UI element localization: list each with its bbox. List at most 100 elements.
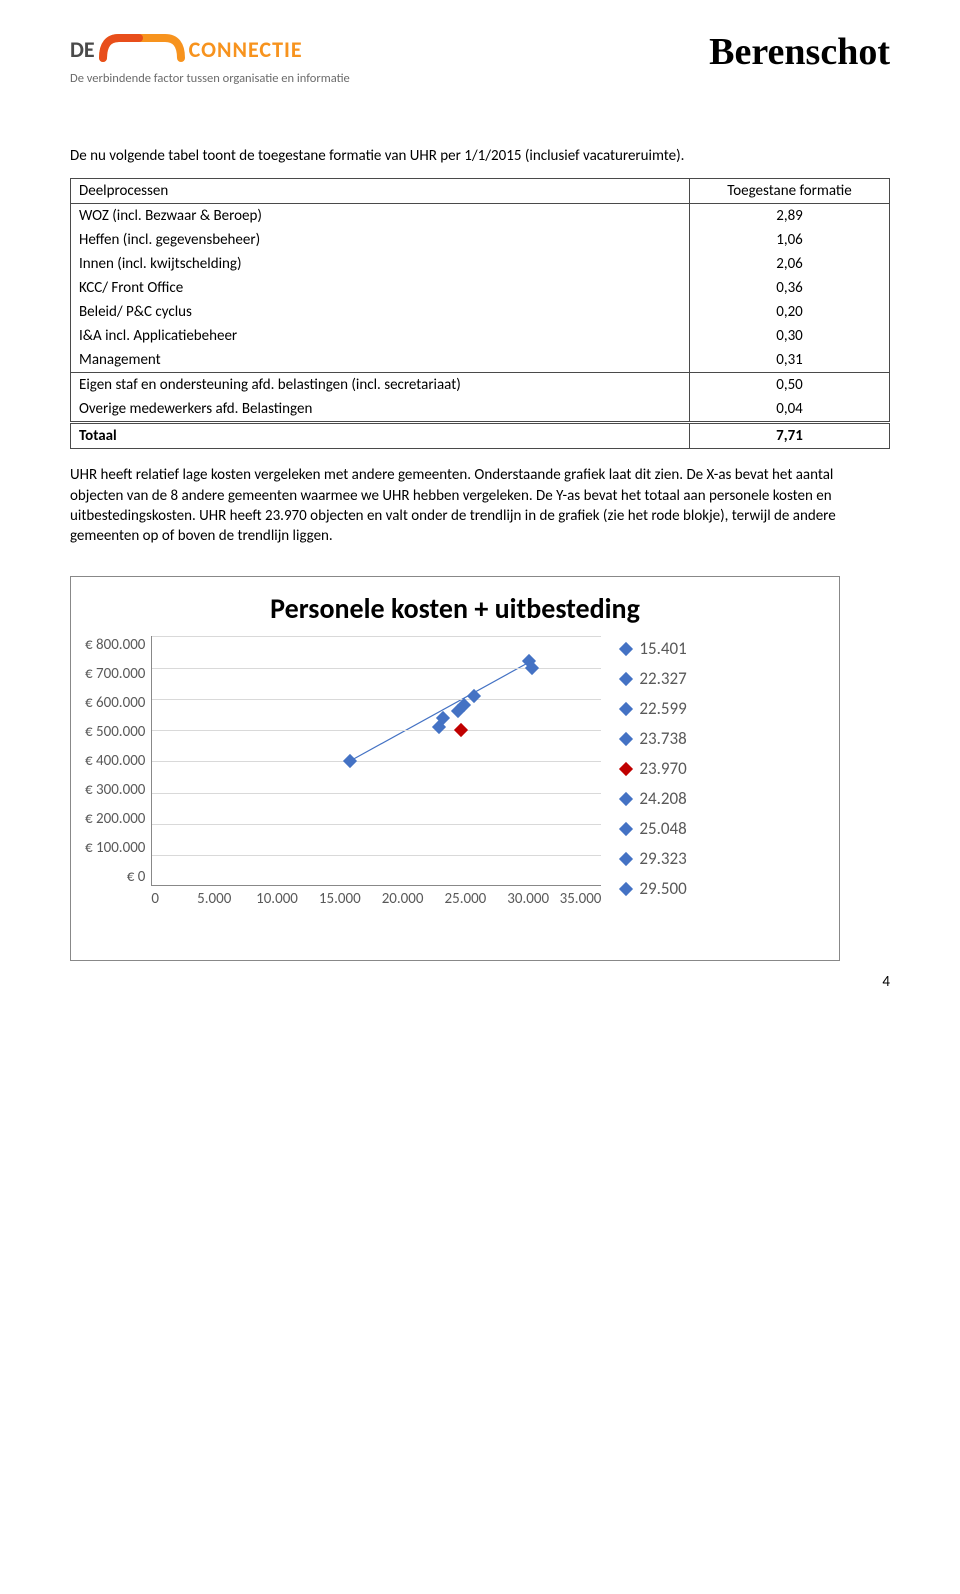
table-row: Beleid/ P&C cyclus0,20 (71, 300, 890, 324)
formatie-table: Deelprocessen Toegestane formatie WOZ (i… (70, 178, 890, 449)
row-label: Beleid/ P&C cyclus (71, 300, 690, 324)
table-row: Innen (incl. kwijtschelding)2,06 (71, 252, 890, 276)
y-tick-label: € 100.000 (85, 839, 145, 857)
scatter-plot (151, 636, 601, 886)
legend-label: 25.048 (639, 818, 686, 839)
legend-item: 23.738 (621, 728, 686, 749)
legend-marker-icon (619, 762, 633, 776)
y-tick-label: € 500.000 (85, 723, 145, 741)
table-row: Management0,31 (71, 348, 890, 373)
gridline (152, 730, 601, 731)
legend-label: 22.599 (639, 698, 686, 719)
intro-paragraph: De nu volgende tabel toont de toegestane… (70, 146, 890, 166)
y-tick-label: € 200.000 (85, 810, 145, 828)
logo-ang-connectie: DE CONNECTIE De verbindende factor tusse… (70, 30, 350, 86)
logo-berenschot: Berenschot (709, 30, 890, 74)
legend-marker-icon (619, 882, 633, 896)
legend-item: 15.401 (621, 638, 686, 659)
table-total-row: Totaal 7,71 (71, 423, 890, 449)
legend-label: 23.738 (639, 728, 686, 749)
x-tick-label: 30.000 (497, 890, 560, 908)
legend-label: 29.323 (639, 848, 686, 869)
legend-label: 29.500 (639, 878, 686, 899)
col1-header: Deelprocessen (71, 179, 690, 204)
gridline (152, 793, 601, 794)
legend-marker-icon (619, 822, 633, 836)
chart-title: Personele kosten + uitbesteding (85, 591, 825, 626)
legend-item: 29.323 (621, 848, 686, 869)
row-label: KCC/ Front Office (71, 276, 690, 300)
x-tick-label: 25.000 (434, 890, 497, 908)
table-row: Eigen staf en ondersteuning afd. belasti… (71, 373, 890, 398)
legend-label: 23.970 (639, 758, 686, 779)
row-label: Overige medewerkers afd. Belastingen (71, 397, 690, 423)
table-row: Heffen (incl. gegevensbeheer)1,06 (71, 228, 890, 252)
y-tick-label: € 800.000 (85, 636, 145, 654)
x-tick-label: 35.000 (560, 890, 602, 908)
row-label: Management (71, 348, 690, 373)
chart-legend: 15.401 22.327 22.599 23.738 23.970 24.208 25.0… (621, 636, 686, 908)
table-row: Overige medewerkers afd. Belastingen0,04 (71, 397, 890, 423)
logo-connectie-text: CONNECTIE (189, 36, 303, 63)
legend-marker-icon (619, 672, 633, 686)
row-value: 2,06 (690, 252, 890, 276)
x-tick-label: 20.000 (371, 890, 434, 908)
gridline (152, 824, 601, 825)
legend-label: 15.401 (639, 638, 686, 659)
logo-tagline: De verbindende factor tussen organisatie… (70, 71, 350, 86)
row-value: 1,06 (690, 228, 890, 252)
legend-item: 25.048 (621, 818, 686, 839)
gridline (152, 855, 601, 856)
row-value: 0,20 (690, 300, 890, 324)
logo-de-text: DE (70, 36, 95, 63)
y-tick-label: € 700.000 (85, 665, 145, 683)
x-tick-label: 15.000 (308, 890, 371, 908)
legend-item: 29.500 (621, 878, 686, 899)
gridline (152, 761, 601, 762)
row-label: Heffen (incl. gegevensbeheer) (71, 228, 690, 252)
table-row: WOZ (incl. Bezwaar & Beroep)2,89 (71, 204, 890, 229)
row-value: 0,50 (690, 373, 890, 398)
table-row: I&A incl. Applicatiebeheer0,30 (71, 324, 890, 348)
legend-item: 22.327 (621, 668, 686, 689)
legend-item: 22.599 (621, 698, 686, 719)
y-axis-labels: € 800.000 € 700.000 € 600.000 € 500.000 € 40… (85, 636, 151, 886)
row-value: 0,30 (690, 324, 890, 348)
x-axis-labels: 05.00010.00015.00020.00025.00030.00035.0… (151, 890, 601, 908)
table-header-row: Deelprocessen Toegestane formatie (71, 179, 890, 204)
row-label: Innen (incl. kwijtschelding) (71, 252, 690, 276)
row-value: 2,89 (690, 204, 890, 229)
page-number: 4 (882, 973, 890, 991)
legend-marker-icon (619, 702, 633, 716)
col2-header: Toegestane formatie (690, 179, 890, 204)
header: DE CONNECTIE De verbindende factor tusse… (70, 30, 890, 86)
legend-marker-icon (619, 852, 633, 866)
total-label: Totaal (71, 423, 690, 449)
y-tick-label: € 300.000 (85, 781, 145, 799)
total-value: 7,71 (690, 423, 890, 449)
legend-marker-icon (619, 792, 633, 806)
row-label: I&A incl. Applicatiebeheer (71, 324, 690, 348)
y-tick-label: € 600.000 (85, 694, 145, 712)
legend-marker-icon (619, 642, 633, 656)
legend-label: 24.208 (639, 788, 686, 809)
legend-item: 23.970 (621, 758, 686, 779)
gridline (152, 636, 601, 637)
plot-column: 05.00010.00015.00020.00025.00030.00035.0… (151, 636, 601, 908)
logo-ang-icon (99, 30, 185, 69)
legend-item: 24.208 (621, 788, 686, 809)
row-label: WOZ (incl. Bezwaar & Beroep) (71, 204, 690, 229)
legend-label: 22.327 (639, 668, 686, 689)
row-value: 0,04 (690, 397, 890, 423)
gridline (152, 699, 601, 700)
x-tick-label: 0 (151, 890, 182, 908)
y-tick-label: € 0 (85, 868, 145, 886)
x-tick-label: 10.000 (246, 890, 309, 908)
x-tick-label: 5.000 (183, 890, 246, 908)
page: DE CONNECTIE De verbindende factor tusse… (0, 0, 960, 1001)
y-tick-label: € 400.000 (85, 752, 145, 770)
legend-marker-icon (619, 732, 633, 746)
row-value: 0,36 (690, 276, 890, 300)
plot-wrap: € 800.000 € 700.000 € 600.000 € 500.000 € 40… (85, 636, 601, 908)
chart-body: € 800.000 € 700.000 € 600.000 € 500.000 € 40… (85, 636, 825, 908)
